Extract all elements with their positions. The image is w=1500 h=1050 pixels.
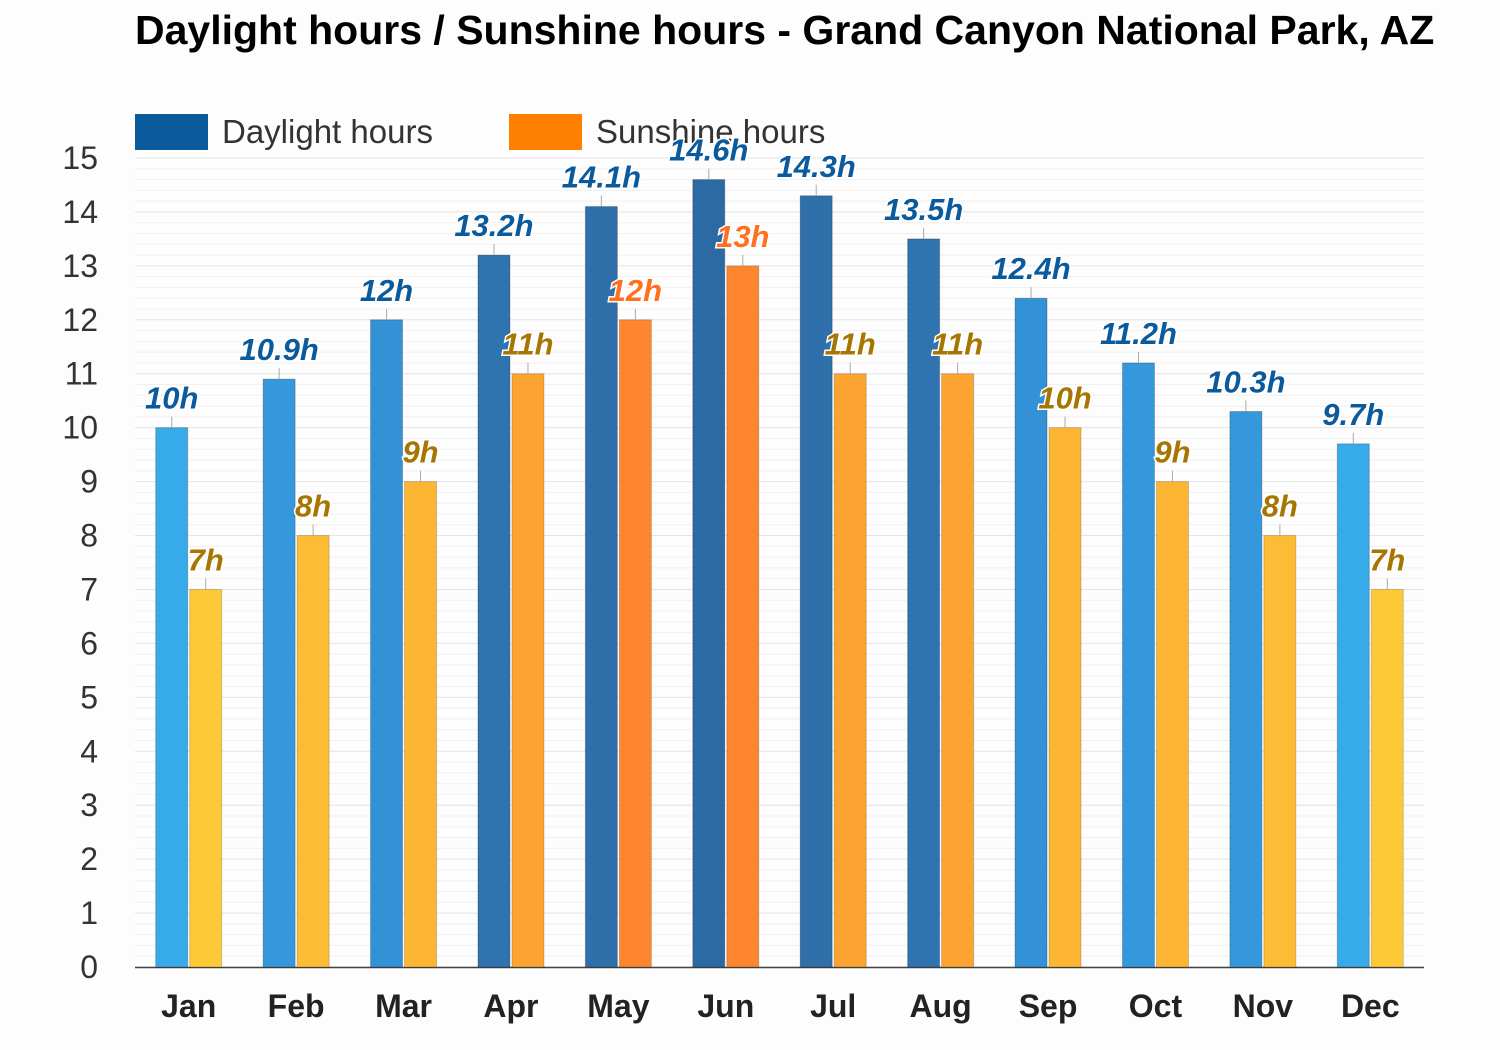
daylight-data-label: 14.1h (562, 160, 641, 195)
sunshine-bar (833, 373, 867, 968)
daylight-data-label: 10.9h (239, 332, 318, 367)
x-tick-label: Aug (910, 988, 972, 1024)
sunshine-bar (189, 588, 223, 968)
y-tick-label: 1 (80, 895, 98, 931)
y-tick-label: 5 (80, 679, 98, 715)
daylight-data-label: 12.4h (991, 251, 1070, 286)
x-tick-label: Sep (1019, 988, 1078, 1024)
daylight-data-label: 13.5h (884, 192, 963, 227)
sunshine-bar (726, 265, 760, 968)
daylight-data-label: 14.3h (777, 149, 856, 184)
daylight-bar (370, 319, 404, 968)
sunshine-bar (941, 373, 975, 968)
sunshine-data-label: 11h (825, 327, 876, 362)
daylight-data-label: 11.2h (1100, 316, 1177, 351)
chart-title: Daylight hours / Sunshine hours - Grand … (135, 7, 1435, 53)
daylight-data-label: 12h (360, 273, 413, 308)
sunshine-data-label: 13h (716, 219, 769, 254)
daylight-data-label: 10.3h (1206, 364, 1285, 399)
daylight-data-label: 14.6h (669, 133, 748, 168)
sunshine-data-label: 9h (1154, 435, 1190, 470)
daylight-bar (1229, 410, 1263, 968)
x-tick-label: Feb (268, 988, 325, 1024)
sunshine-data-label: 8h (295, 489, 331, 524)
legend-swatch-daylight (135, 114, 208, 150)
y-tick-label: 14 (62, 194, 98, 230)
daylight-data-label: 13.2h (454, 208, 533, 243)
sunshine-bar (1370, 588, 1404, 968)
x-tick-label: Mar (375, 988, 432, 1024)
sunshine-data-label: 11h (502, 327, 553, 362)
x-tick-label: Jun (697, 988, 754, 1024)
y-tick-label: 15 (62, 140, 98, 176)
y-tick-label: 4 (80, 733, 98, 769)
sunshine-data-label: 12h (609, 273, 662, 308)
daylight-bar (799, 195, 833, 968)
y-tick-label: 0 (80, 949, 98, 985)
y-tick-label: 11 (65, 356, 98, 392)
daylight-bar (907, 238, 941, 968)
sunshine-bar (1155, 481, 1189, 968)
daylight-bar (262, 378, 296, 968)
daylight-bar (477, 254, 511, 968)
y-tick-label: 3 (80, 787, 98, 823)
sunshine-data-label: 11h (932, 327, 983, 362)
sunshine-bar (404, 481, 438, 968)
y-tick-label: 8 (80, 518, 98, 554)
x-tick-label: Oct (1129, 988, 1183, 1024)
daylight-bar (1336, 443, 1370, 968)
legend-label-sunshine: Sunshine hours (596, 113, 826, 150)
sunshine-bar (296, 535, 330, 968)
sunshine-data-label: 8h (1262, 489, 1298, 524)
daylight-bar (584, 206, 618, 968)
y-tick-label: 10 (62, 410, 98, 446)
y-tick-label: 12 (62, 302, 98, 338)
legend-label-daylight: Daylight hours (222, 113, 433, 150)
sunshine-bar (1048, 427, 1082, 968)
y-tick-label: 6 (80, 625, 98, 661)
sunshine-data-label: 10h (1038, 381, 1091, 416)
x-tick-label: Dec (1341, 988, 1400, 1024)
y-tick-label: 13 (62, 248, 98, 284)
x-tick-label: Nov (1233, 988, 1294, 1024)
x-tick-label: Jul (810, 988, 856, 1024)
legend-swatch-sunshine (509, 114, 582, 150)
sunshine-bar (511, 373, 545, 968)
y-tick-label: 7 (80, 571, 98, 607)
sunshine-bar (1263, 535, 1297, 968)
daylight-bar (1121, 362, 1155, 968)
y-tick-label: 9 (80, 464, 98, 500)
daylight-data-label: 9.7h (1322, 397, 1384, 432)
daylight-bar (692, 179, 726, 968)
daylight-bar (155, 427, 189, 968)
sunshine-bar (618, 319, 652, 968)
y-tick-label: 2 (80, 841, 98, 877)
sunshine-data-label: 7h (1369, 542, 1405, 577)
x-tick-label: Apr (483, 988, 538, 1024)
daylight-bar (1014, 297, 1048, 968)
sunshine-data-label: 9h (402, 435, 438, 470)
sunshine-data-label: 7h (188, 542, 224, 577)
x-tick-label: Jan (161, 988, 216, 1024)
daylight-data-label: 10h (145, 381, 198, 416)
x-tick-label: May (587, 988, 649, 1024)
